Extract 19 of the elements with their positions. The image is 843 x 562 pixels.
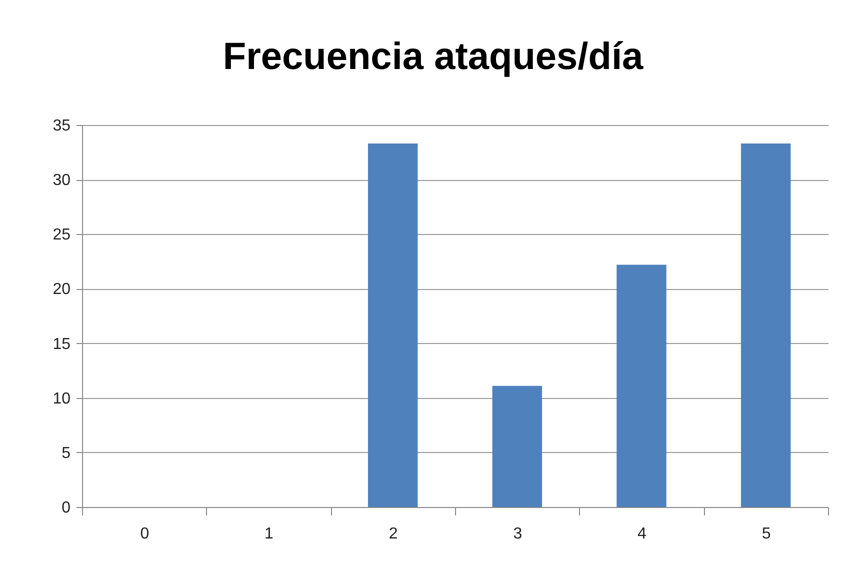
y-tick-label: 35 — [52, 118, 71, 134]
x-tick-label: 3 — [513, 526, 522, 542]
y-tick-label: 5 — [62, 444, 71, 462]
x-tick-label: 5 — [762, 526, 771, 542]
y-tick-label: 0 — [62, 500, 71, 516]
y-tick-label: 25 — [52, 226, 71, 244]
y-tick-label: 20 — [52, 281, 71, 298]
x-tick-label: 0 — [140, 526, 150, 542]
y-tick-label: 30 — [52, 172, 71, 190]
chart-title: Frecuencia ataques/día — [222, 36, 644, 78]
y-tick-label: 15 — [52, 336, 71, 353]
x-tick-label: 1 — [264, 526, 274, 542]
bar — [740, 144, 791, 507]
bar — [368, 144, 418, 507]
bar — [492, 386, 542, 507]
y-tick-label: 10 — [52, 390, 71, 408]
x-tick-label: 2 — [388, 526, 398, 542]
bar — [616, 264, 666, 507]
x-tick-label: 4 — [638, 526, 647, 542]
